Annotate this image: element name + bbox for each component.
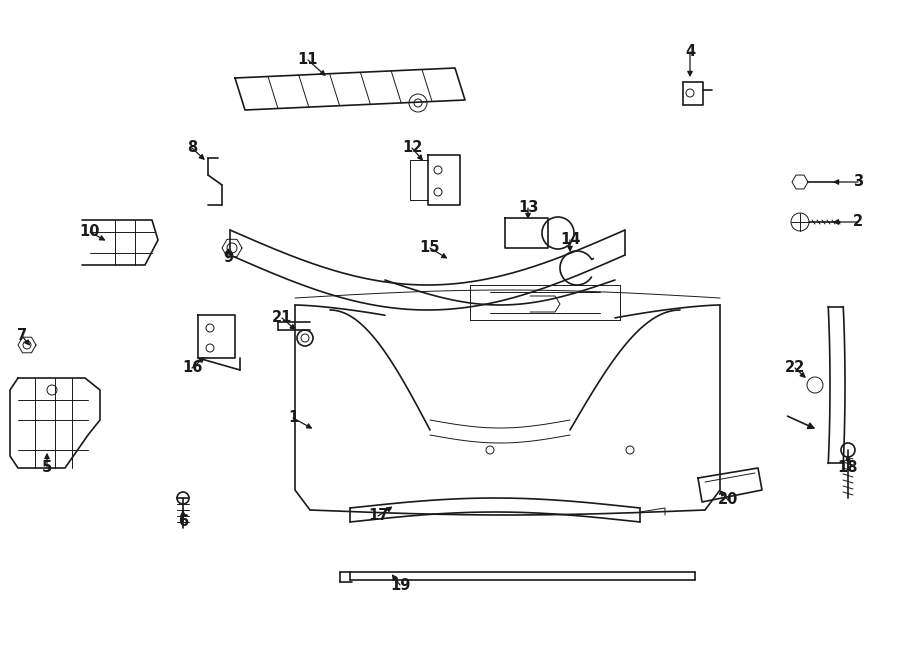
Text: 9: 9 xyxy=(223,251,233,266)
Text: 18: 18 xyxy=(838,461,859,475)
Text: 10: 10 xyxy=(80,225,100,239)
Text: 14: 14 xyxy=(560,233,580,247)
Text: 8: 8 xyxy=(187,141,197,155)
Text: 21: 21 xyxy=(272,311,292,325)
Text: 20: 20 xyxy=(718,492,738,508)
Text: 16: 16 xyxy=(182,360,202,375)
Text: 11: 11 xyxy=(298,52,319,67)
Text: 3: 3 xyxy=(853,175,863,190)
Text: 12: 12 xyxy=(401,141,422,155)
Text: 17: 17 xyxy=(368,508,388,524)
Text: 4: 4 xyxy=(685,44,695,59)
Text: 15: 15 xyxy=(419,241,440,256)
Text: 19: 19 xyxy=(390,578,410,592)
Text: 1: 1 xyxy=(288,410,298,426)
Text: 7: 7 xyxy=(17,329,27,344)
Text: 13: 13 xyxy=(518,200,538,215)
Text: 2: 2 xyxy=(853,215,863,229)
Text: 5: 5 xyxy=(42,459,52,475)
Text: 22: 22 xyxy=(785,360,806,375)
Text: 6: 6 xyxy=(178,514,188,529)
